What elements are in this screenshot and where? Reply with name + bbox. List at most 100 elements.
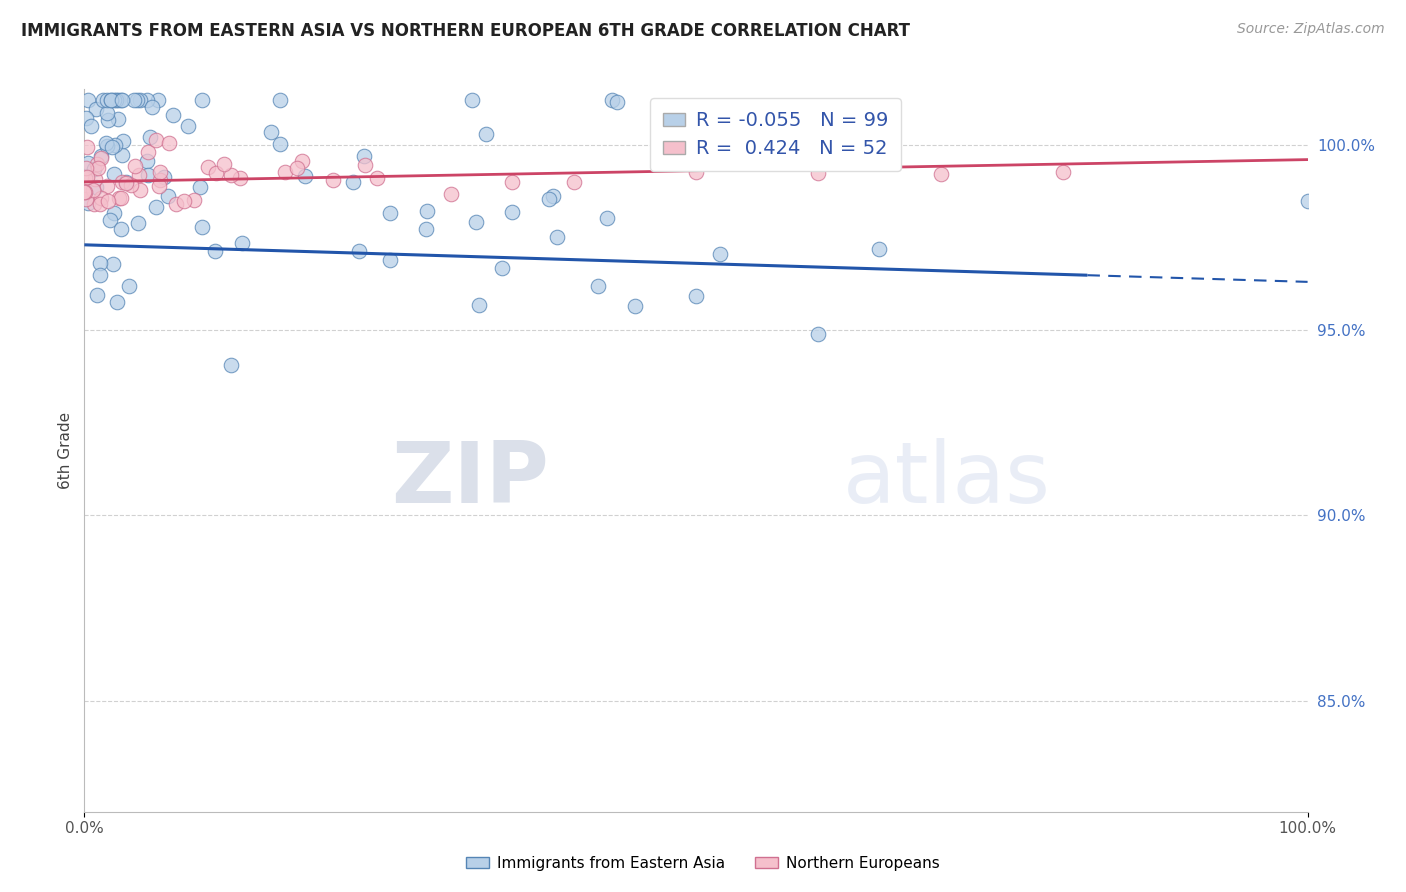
Point bbox=[586, 279, 609, 293]
Point bbox=[491, 261, 513, 276]
Point bbox=[145, 133, 167, 147]
Point bbox=[191, 93, 214, 107]
Point bbox=[366, 170, 388, 185]
Point bbox=[260, 125, 283, 139]
Point bbox=[111, 175, 134, 189]
Point bbox=[148, 93, 170, 107]
Point bbox=[177, 119, 200, 133]
Point bbox=[229, 171, 252, 186]
Point bbox=[94, 136, 117, 150]
Point bbox=[145, 200, 167, 214]
Point bbox=[461, 93, 484, 107]
Point bbox=[129, 93, 152, 107]
Point bbox=[162, 108, 184, 122]
Point bbox=[165, 196, 187, 211]
Point bbox=[103, 93, 125, 107]
Point bbox=[76, 140, 98, 154]
Point bbox=[380, 206, 402, 220]
Point bbox=[219, 359, 242, 373]
Point bbox=[75, 192, 97, 206]
Point bbox=[100, 212, 122, 227]
Point bbox=[73, 171, 96, 186]
Point bbox=[353, 148, 375, 162]
Point bbox=[96, 138, 118, 153]
Point bbox=[141, 99, 163, 113]
Point bbox=[115, 176, 138, 190]
Point bbox=[111, 93, 134, 107]
Point bbox=[77, 93, 100, 107]
Point bbox=[77, 156, 100, 170]
Point bbox=[294, 169, 316, 183]
Point bbox=[322, 173, 344, 187]
Point bbox=[128, 168, 150, 182]
Point bbox=[157, 189, 180, 203]
Point bbox=[87, 161, 110, 176]
Point bbox=[105, 294, 128, 309]
Point bbox=[148, 178, 170, 193]
Point bbox=[76, 169, 98, 184]
Point bbox=[108, 191, 131, 205]
Point bbox=[112, 134, 135, 148]
Point bbox=[120, 178, 142, 192]
Point bbox=[624, 299, 647, 313]
Point bbox=[269, 137, 291, 152]
Point bbox=[138, 168, 160, 182]
Point bbox=[291, 153, 314, 168]
Point bbox=[122, 93, 145, 107]
Point bbox=[342, 175, 364, 189]
Point bbox=[86, 287, 108, 301]
Point bbox=[80, 119, 103, 133]
Point bbox=[84, 102, 107, 116]
Point bbox=[107, 112, 129, 126]
Point bbox=[1052, 165, 1074, 179]
Point bbox=[104, 137, 127, 152]
Point bbox=[96, 106, 118, 120]
Point bbox=[110, 191, 132, 205]
Point bbox=[100, 140, 122, 154]
Point bbox=[73, 185, 96, 199]
Point bbox=[84, 171, 107, 186]
Point bbox=[205, 166, 228, 180]
Point bbox=[440, 187, 463, 202]
Point bbox=[543, 189, 565, 203]
Text: atlas: atlas bbox=[842, 438, 1050, 521]
Point bbox=[100, 93, 122, 107]
Point bbox=[807, 326, 830, 341]
Point bbox=[76, 196, 98, 211]
Point bbox=[111, 148, 134, 162]
Point bbox=[188, 179, 211, 194]
Point bbox=[600, 93, 623, 107]
Point bbox=[415, 222, 437, 236]
Point bbox=[807, 166, 830, 180]
Point bbox=[97, 112, 120, 127]
Point bbox=[190, 219, 212, 234]
Y-axis label: 6th Grade: 6th Grade bbox=[58, 412, 73, 489]
Point bbox=[709, 246, 731, 260]
Point bbox=[139, 130, 162, 145]
Point bbox=[96, 93, 118, 107]
Point bbox=[502, 175, 524, 189]
Text: IMMIGRANTS FROM EASTERN ASIA VS NORTHERN EUROPEAN 6TH GRADE CORRELATION CHART: IMMIGRANTS FROM EASTERN ASIA VS NORTHERN… bbox=[21, 22, 910, 40]
Point bbox=[173, 194, 195, 209]
Point bbox=[416, 203, 439, 218]
Point bbox=[124, 159, 146, 173]
Point bbox=[149, 173, 172, 187]
Point bbox=[90, 151, 112, 165]
Point bbox=[219, 168, 242, 182]
Point bbox=[75, 112, 97, 126]
Point bbox=[474, 127, 496, 141]
Point bbox=[82, 183, 104, 197]
Point bbox=[125, 93, 148, 107]
Point bbox=[84, 179, 107, 194]
Point bbox=[204, 244, 226, 258]
Point bbox=[869, 242, 891, 256]
Point bbox=[118, 279, 141, 293]
Point bbox=[929, 167, 952, 181]
Point bbox=[546, 230, 568, 244]
Point bbox=[86, 157, 108, 171]
Point bbox=[103, 206, 125, 220]
Point bbox=[90, 191, 112, 205]
Text: Source: ZipAtlas.com: Source: ZipAtlas.com bbox=[1237, 22, 1385, 37]
Point bbox=[467, 298, 489, 312]
Point bbox=[128, 183, 150, 197]
